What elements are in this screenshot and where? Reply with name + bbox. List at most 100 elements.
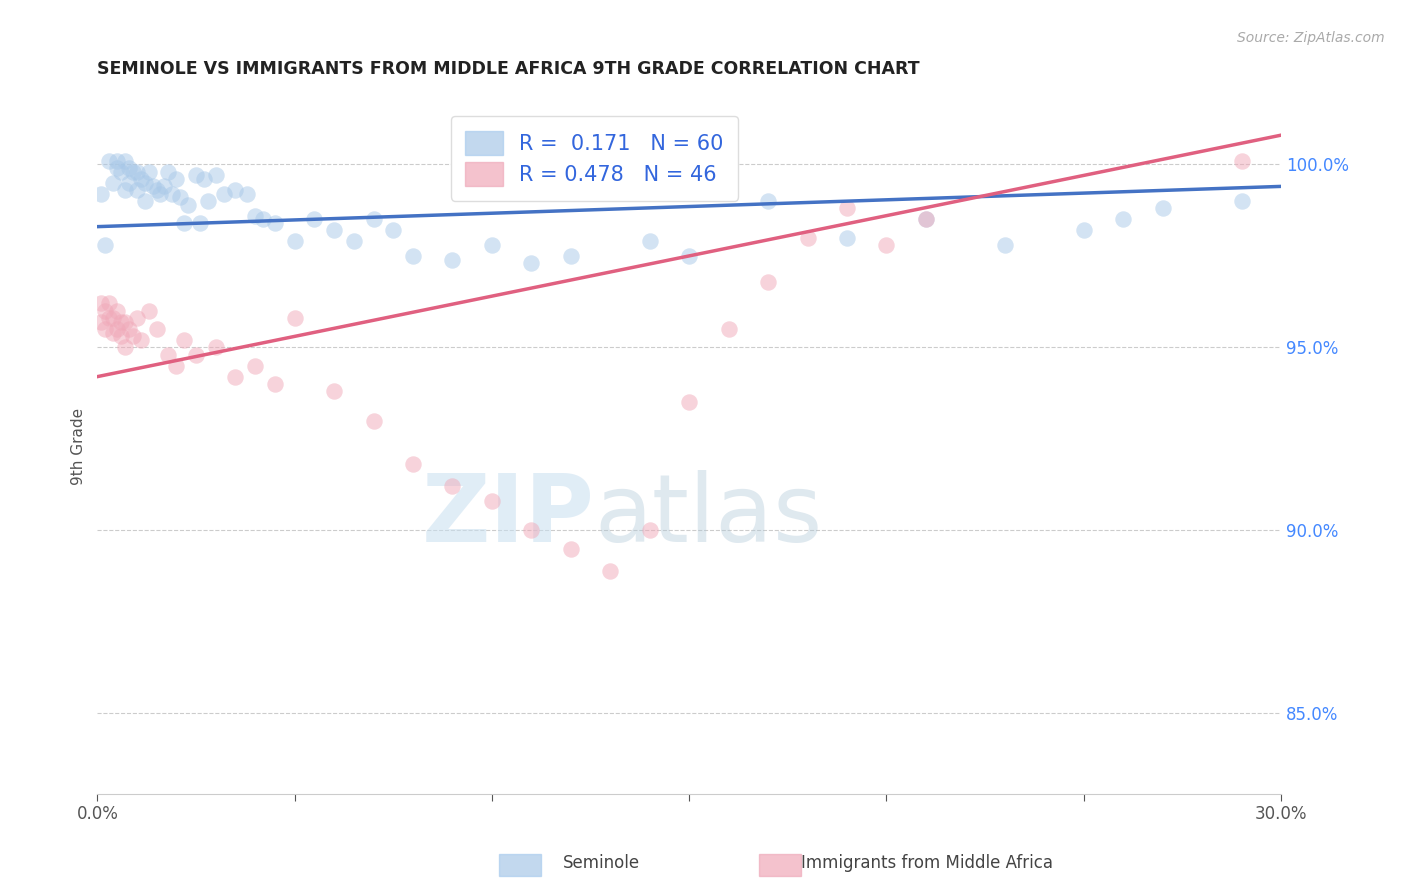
Point — [129, 172, 152, 186]
Point — [138, 165, 160, 179]
Point — [90, 186, 112, 201]
Legend: R =  0.171   N = 60, R = 0.478   N = 46: R = 0.171 N = 60, R = 0.478 N = 46 — [450, 116, 738, 201]
Point — [204, 169, 226, 183]
Point — [197, 194, 219, 208]
Point — [118, 176, 141, 190]
Point — [145, 322, 167, 336]
Point — [193, 172, 215, 186]
Point — [105, 153, 128, 168]
Point — [1073, 223, 1095, 237]
Point — [599, 564, 621, 578]
Point — [94, 322, 117, 336]
Point — [125, 311, 148, 326]
Text: Source: ZipAtlas.com: Source: ZipAtlas.com — [1237, 31, 1385, 45]
Point — [382, 223, 405, 237]
Point — [184, 169, 207, 183]
Point — [173, 333, 195, 347]
Text: ZIP: ZIP — [422, 470, 595, 562]
Point — [243, 209, 266, 223]
Point — [101, 326, 124, 340]
Point — [520, 523, 543, 537]
Text: SEMINOLE VS IMMIGRANTS FROM MIDDLE AFRICA 9TH GRADE CORRELATION CHART: SEMINOLE VS IMMIGRANTS FROM MIDDLE AFRIC… — [97, 60, 920, 78]
Point — [284, 234, 307, 248]
Point — [638, 523, 661, 537]
Point — [1230, 194, 1253, 208]
Point — [94, 238, 117, 252]
Point — [481, 238, 503, 252]
Point — [1112, 212, 1135, 227]
Point — [121, 329, 143, 343]
Text: atlas: atlas — [595, 470, 823, 562]
Point — [90, 315, 112, 329]
Point — [173, 216, 195, 230]
Point — [157, 348, 180, 362]
Point — [678, 395, 700, 409]
Point — [441, 252, 464, 267]
Point — [835, 230, 858, 244]
Point — [145, 183, 167, 197]
Point — [323, 223, 346, 237]
Point — [121, 165, 143, 179]
Point — [915, 212, 938, 227]
Point — [114, 315, 136, 329]
Point — [157, 165, 180, 179]
Point — [363, 413, 385, 427]
Point — [105, 161, 128, 175]
Point — [165, 359, 187, 373]
Point — [165, 172, 187, 186]
Point — [994, 238, 1017, 252]
Point — [90, 296, 112, 310]
Point — [125, 183, 148, 197]
Point — [162, 186, 184, 201]
Point — [678, 249, 700, 263]
Point — [125, 165, 148, 179]
Point — [756, 275, 779, 289]
Point — [212, 186, 235, 201]
Point — [114, 340, 136, 354]
Point — [560, 541, 582, 556]
Point — [1152, 202, 1174, 216]
Point — [441, 479, 464, 493]
Point — [129, 333, 152, 347]
Point — [134, 176, 156, 190]
Point — [138, 303, 160, 318]
Point — [184, 348, 207, 362]
Point — [835, 202, 858, 216]
Text: Seminole: Seminole — [562, 855, 640, 872]
Point — [98, 296, 121, 310]
Point — [224, 183, 246, 197]
Point — [98, 153, 121, 168]
Point — [110, 165, 132, 179]
Point — [343, 234, 366, 248]
Point — [481, 494, 503, 508]
Point — [169, 190, 191, 204]
Point — [98, 311, 121, 326]
Point — [105, 303, 128, 318]
Point — [252, 212, 274, 227]
Point — [264, 376, 287, 391]
Point — [875, 238, 897, 252]
Point — [149, 186, 172, 201]
Point — [118, 322, 141, 336]
Point — [110, 329, 132, 343]
Point — [304, 212, 326, 227]
Point — [243, 359, 266, 373]
Point — [224, 369, 246, 384]
Point — [142, 179, 165, 194]
Point — [204, 340, 226, 354]
Point — [264, 216, 287, 230]
Y-axis label: 9th Grade: 9th Grade — [72, 408, 86, 484]
Text: Immigrants from Middle Africa: Immigrants from Middle Africa — [801, 855, 1053, 872]
Point — [284, 311, 307, 326]
Point — [717, 322, 740, 336]
Point — [560, 249, 582, 263]
Point — [236, 186, 259, 201]
Point — [756, 194, 779, 208]
Point — [114, 153, 136, 168]
Point — [188, 216, 211, 230]
Point — [153, 179, 176, 194]
Point — [1230, 153, 1253, 168]
Point — [101, 311, 124, 326]
Point — [915, 212, 938, 227]
Point — [110, 315, 132, 329]
